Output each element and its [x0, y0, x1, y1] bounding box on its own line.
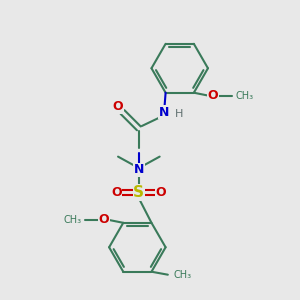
Text: O: O [208, 89, 218, 102]
Text: CH₃: CH₃ [174, 270, 192, 280]
Text: O: O [99, 213, 109, 226]
Text: S: S [134, 185, 144, 200]
Text: O: O [113, 100, 123, 113]
Text: N: N [159, 106, 169, 118]
Text: N: N [134, 164, 144, 176]
Text: O: O [111, 186, 122, 199]
Text: CH₃: CH₃ [64, 215, 82, 225]
Text: CH₃: CH₃ [236, 91, 253, 101]
Text: O: O [156, 186, 167, 199]
Text: H: H [175, 109, 183, 118]
